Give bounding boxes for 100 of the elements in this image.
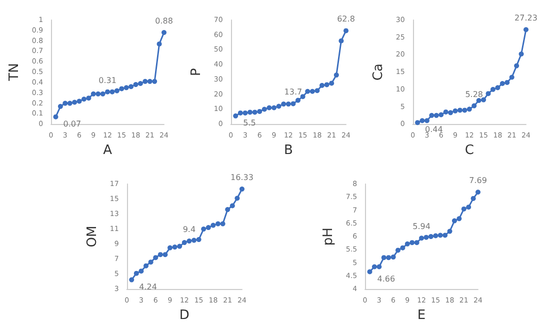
point bbox=[410, 240, 415, 246]
point bbox=[124, 85, 129, 90]
point bbox=[462, 108, 468, 113]
point bbox=[133, 82, 138, 88]
point bbox=[472, 103, 477, 108]
point bbox=[524, 27, 528, 32]
point bbox=[476, 190, 480, 195]
point bbox=[415, 120, 420, 126]
point bbox=[470, 196, 476, 201]
point bbox=[457, 108, 462, 113]
point bbox=[334, 72, 339, 78]
point bbox=[147, 78, 152, 84]
point bbox=[248, 110, 253, 115]
point bbox=[201, 226, 206, 232]
point bbox=[129, 277, 134, 282]
point bbox=[305, 88, 310, 94]
x-axis-title: D bbox=[179, 308, 190, 323]
point bbox=[144, 263, 149, 268]
point bbox=[395, 248, 400, 253]
point bbox=[234, 196, 240, 201]
point bbox=[314, 88, 320, 94]
point bbox=[156, 41, 162, 46]
data-label: 0.07 bbox=[63, 119, 82, 128]
data-label: 9.4 bbox=[182, 225, 196, 234]
point bbox=[182, 240, 187, 246]
point bbox=[390, 254, 396, 260]
point bbox=[404, 241, 410, 246]
point bbox=[238, 110, 243, 116]
point bbox=[324, 82, 330, 88]
point bbox=[518, 52, 524, 57]
y-axis-title: pH bbox=[321, 228, 336, 246]
point bbox=[344, 28, 348, 34]
point bbox=[286, 102, 291, 107]
point bbox=[272, 105, 277, 110]
point bbox=[67, 100, 72, 106]
data-label: 0.31 bbox=[98, 76, 116, 85]
point bbox=[456, 216, 462, 222]
point bbox=[233, 113, 238, 118]
point bbox=[162, 30, 166, 35]
point bbox=[438, 112, 444, 118]
point bbox=[138, 268, 144, 274]
point bbox=[481, 97, 486, 102]
point bbox=[53, 114, 58, 120]
point bbox=[310, 88, 315, 94]
point bbox=[400, 245, 406, 250]
point bbox=[76, 98, 82, 104]
point bbox=[448, 110, 454, 116]
point bbox=[196, 237, 202, 242]
point bbox=[225, 207, 230, 212]
point bbox=[372, 264, 377, 270]
point bbox=[114, 88, 120, 94]
point bbox=[433, 233, 438, 238]
point bbox=[419, 236, 424, 241]
point bbox=[514, 63, 520, 68]
y-axis-title: P bbox=[189, 68, 204, 76]
data-label: 5.28 bbox=[465, 90, 484, 99]
data-label: 16.33 bbox=[230, 173, 254, 182]
point bbox=[177, 244, 182, 249]
x-axis-title: B bbox=[284, 143, 293, 158]
data-label: 4.24 bbox=[139, 282, 157, 292]
point bbox=[128, 84, 134, 90]
point bbox=[252, 110, 258, 115]
point bbox=[90, 91, 96, 96]
point bbox=[276, 104, 282, 109]
data-label: 62.8 bbox=[337, 14, 355, 24]
point bbox=[153, 255, 158, 260]
point bbox=[105, 89, 110, 94]
point bbox=[376, 264, 382, 270]
point bbox=[257, 108, 262, 114]
x-axis-title: C bbox=[464, 143, 474, 158]
y-axis-title: Ca bbox=[371, 64, 386, 81]
point bbox=[152, 78, 158, 84]
point bbox=[86, 96, 92, 101]
point bbox=[386, 255, 392, 260]
data-label: 5.94 bbox=[412, 222, 430, 232]
point bbox=[172, 244, 178, 250]
point bbox=[452, 108, 458, 114]
point bbox=[158, 252, 163, 258]
data-label: 5.5 bbox=[243, 118, 256, 128]
point bbox=[206, 225, 211, 230]
point bbox=[142, 78, 148, 84]
point bbox=[72, 100, 78, 105]
point bbox=[210, 222, 216, 228]
point bbox=[58, 104, 63, 109]
point bbox=[262, 106, 267, 112]
point bbox=[438, 232, 443, 238]
point bbox=[186, 238, 192, 244]
y-axis-title: TN bbox=[7, 63, 22, 82]
point bbox=[424, 234, 429, 240]
data-label: 7.69 bbox=[469, 176, 487, 186]
point bbox=[320, 82, 324, 88]
x-axis-title: E bbox=[417, 308, 426, 323]
point bbox=[429, 112, 434, 118]
point bbox=[192, 238, 197, 243]
point bbox=[461, 206, 466, 212]
point bbox=[62, 100, 68, 106]
point bbox=[220, 221, 226, 226]
point bbox=[490, 86, 496, 92]
point bbox=[96, 91, 101, 96]
point bbox=[381, 255, 386, 260]
